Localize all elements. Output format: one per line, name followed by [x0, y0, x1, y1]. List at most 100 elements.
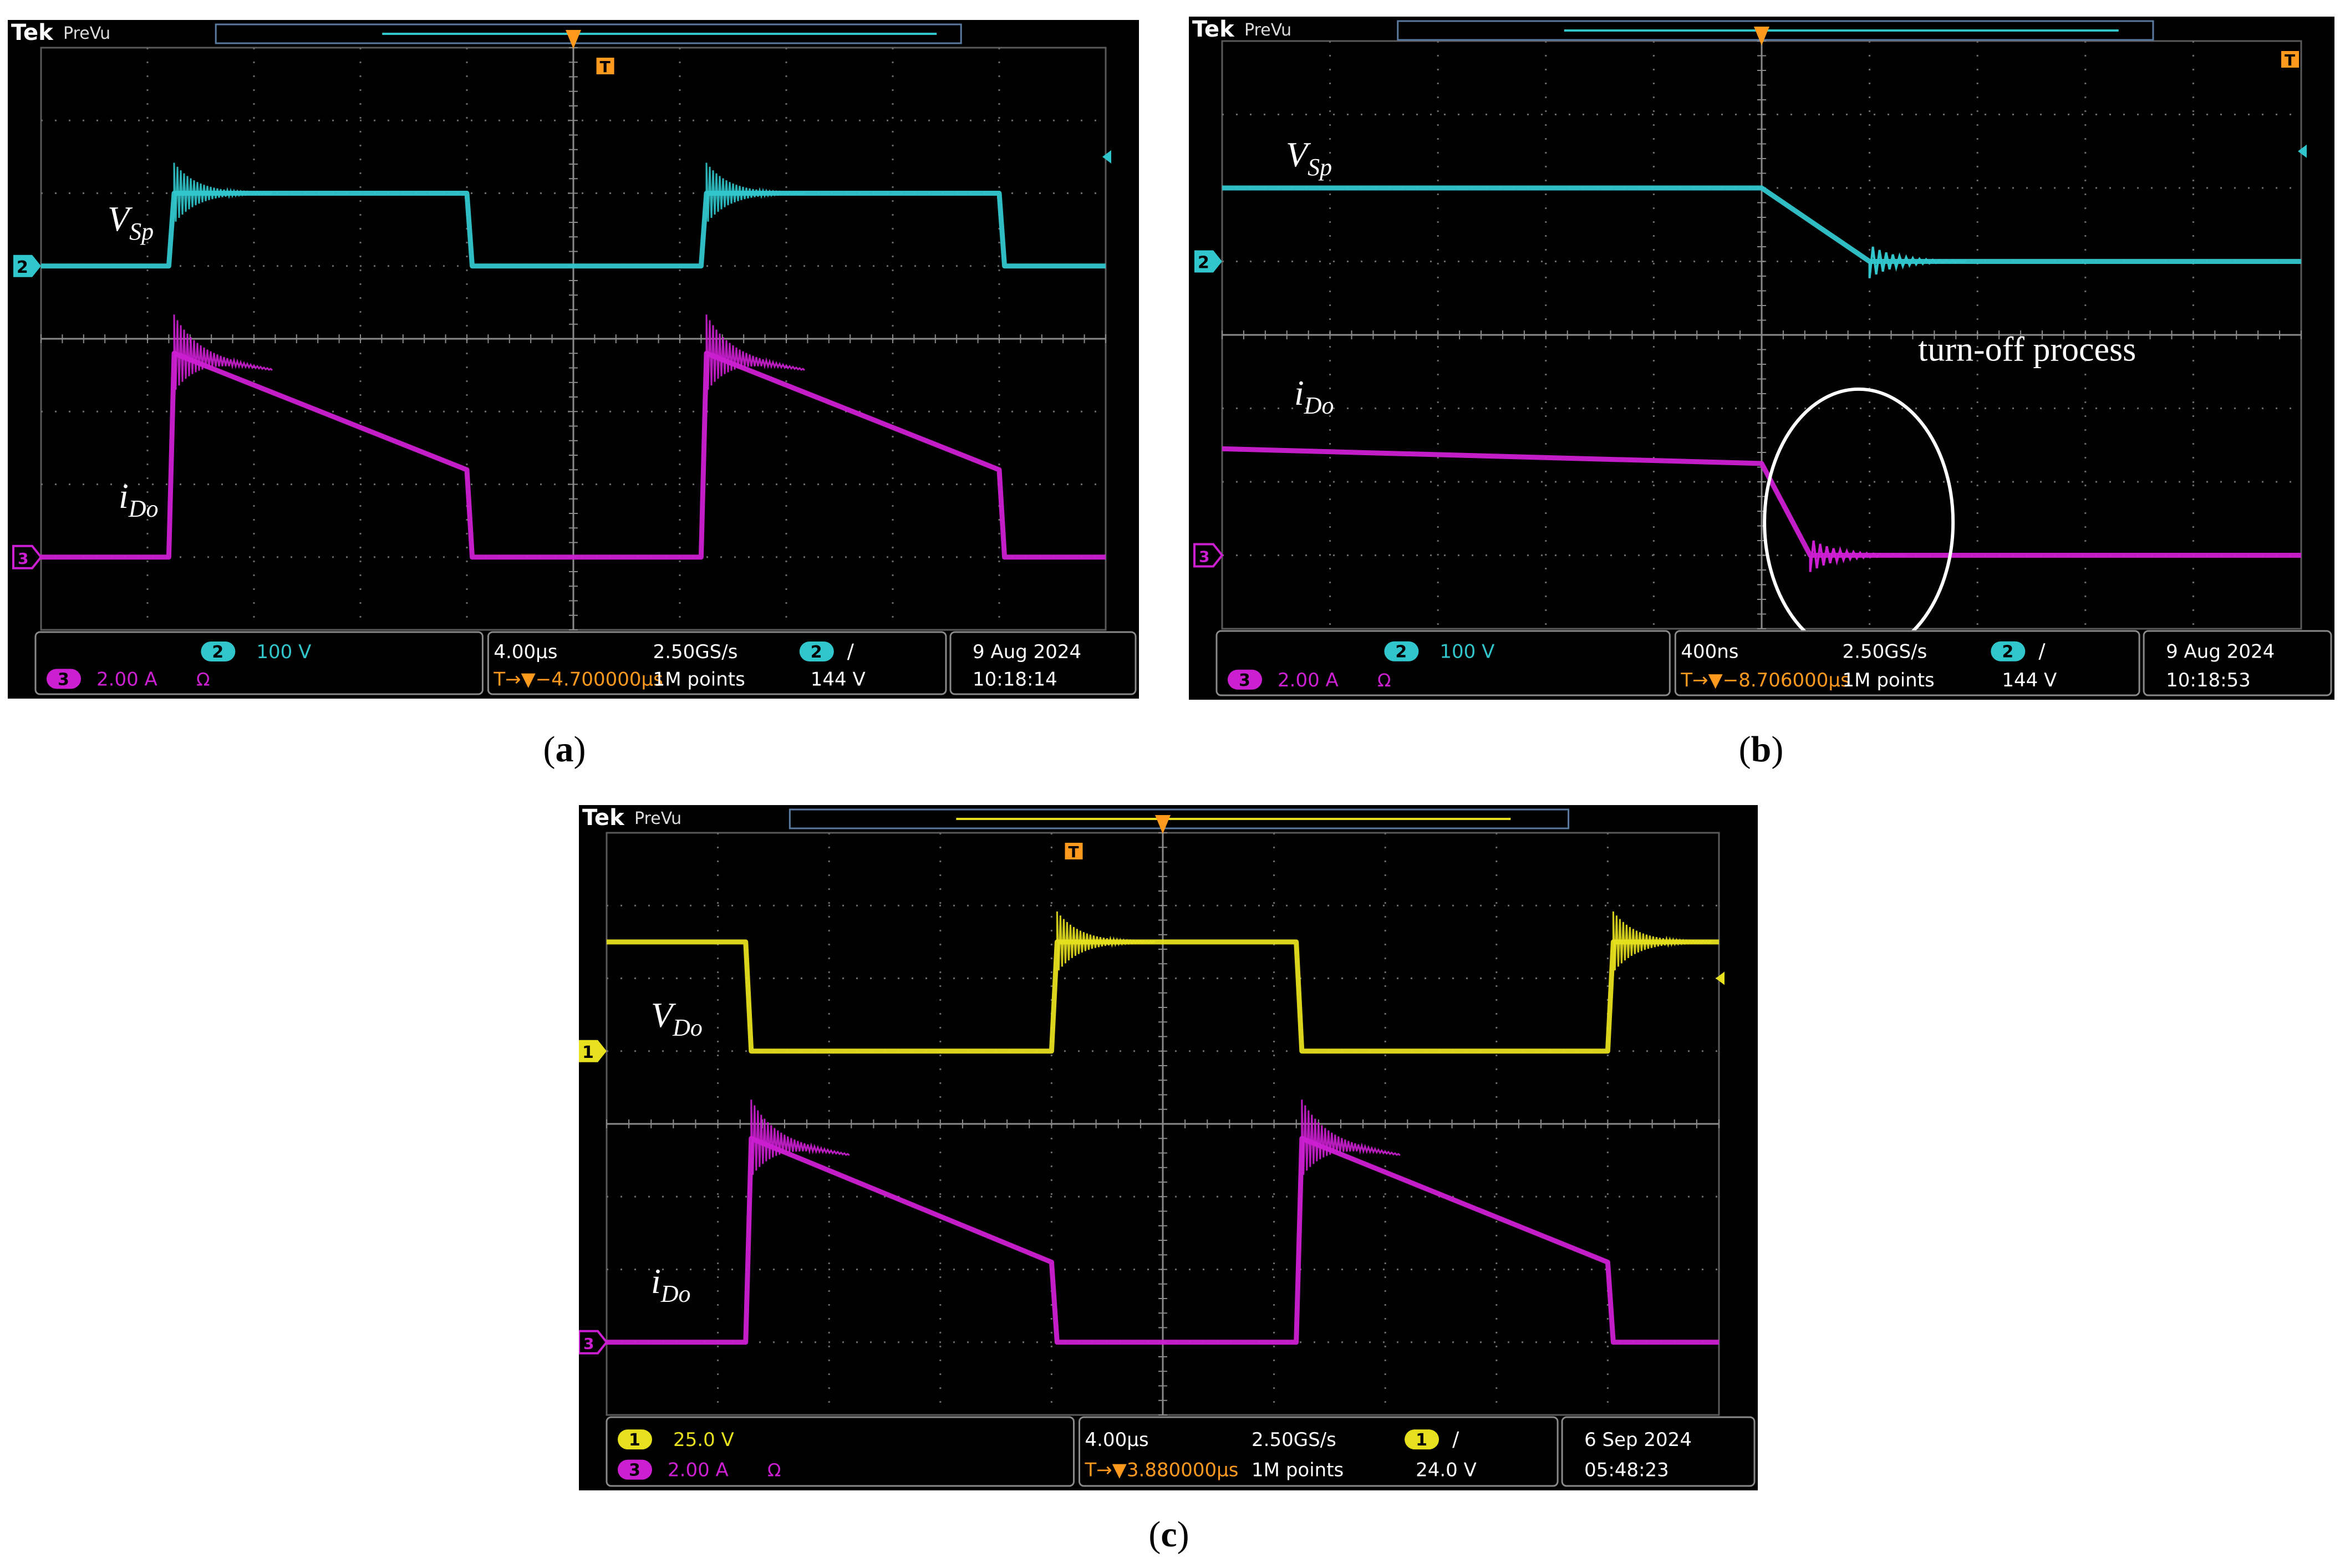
readout-timebase: 400ns: [1681, 641, 1738, 663]
record-bar: [789, 808, 1570, 829]
readout-datetime-box: [949, 631, 1137, 695]
ringing: [750, 1099, 850, 1175]
channel-a-marker-text: 1: [582, 1043, 594, 1062]
trigger-position-icon: [1754, 27, 1769, 45]
readout-trig-level: 24.0 V: [1416, 1459, 1477, 1482]
readout-ch-a-badge: [618, 1429, 652, 1450]
oscilloscope-panel-a: Tek PreVu T 2 3 VSp iDo 2 100 V 3 2.00 A Ω 4.00µs T→▼…: [8, 20, 1139, 699]
readout-ch-b-badge: [1228, 669, 1262, 690]
readout-ch-b-num: 3: [58, 670, 69, 689]
trace-label: VSp: [108, 199, 154, 245]
channel-a-marker-text: 2: [1198, 253, 1209, 273]
scope-screen-b: Tek PreVu T 2 3 VSp iDo turn-off process 2 100 V 3…: [1192, 17, 2332, 696]
mode-label: PreVu: [63, 24, 110, 43]
caption-b: (b): [1738, 729, 1784, 770]
readout-ch-b-num: 3: [1239, 671, 1250, 690]
channel-b-ground-marker: [579, 1330, 608, 1355]
readout-rate: 2.50GS/s: [653, 641, 738, 663]
axis-ticks: [606, 832, 1720, 1416]
readout-points: 1M points: [1252, 1459, 1344, 1482]
channel-b-ground-marker: [1193, 543, 1224, 568]
oscilloscope-panel-c: Tek PreVu T 1 3 VDo iDo 1 25.0 V 3 2.00 A Ω 4.00µs T→…: [579, 805, 1758, 1490]
channel-a-ground-marker: [579, 1040, 607, 1062]
readout-ch-a-num: 2: [1395, 643, 1407, 662]
readout-ohm: Ω: [767, 1460, 781, 1481]
readout-trig-ch: 1: [1416, 1430, 1427, 1450]
readout-trig-ch: 2: [811, 643, 822, 662]
readout-trig-badge: [799, 642, 834, 662]
channel-b-ground-marker: [12, 544, 43, 569]
record-bar: [215, 23, 962, 44]
readout-delay: T→▼−4.700000µs: [493, 668, 663, 690]
trace-label: iDo: [1294, 373, 1334, 419]
trigger-marker-icon: [1065, 843, 1083, 859]
trace-i-do: [41, 350, 1106, 560]
readout-datetime-box: [2143, 630, 2332, 696]
readout-channel-box: [1215, 630, 1671, 696]
readout-time: 10:18:53: [2166, 669, 2251, 691]
ringing: [705, 162, 805, 222]
axis-ticks: [1222, 40, 2302, 629]
trace-label: iDo: [651, 1261, 691, 1307]
trace-label: iDo: [119, 476, 159, 522]
trigger-position-icon: [1155, 815, 1171, 834]
readout-rate: 2.50GS/s: [1252, 1429, 1336, 1451]
readout-points: 1M points: [653, 668, 745, 690]
readout-trig-badge: [1405, 1429, 1439, 1450]
ringing: [173, 314, 273, 390]
readout-ohm: Ω: [196, 669, 210, 690]
channel-a-ground-marker: [1194, 250, 1222, 273]
ringing: [1056, 911, 1156, 971]
channel-a-ground-marker: [13, 254, 41, 277]
scope-screen-c: Tek PreVu T 1 3 VDo iDo 1 25.0 V 3 2.00 A Ω 4.00µs T→…: [579, 805, 1756, 1487]
readout-ch-a-scale: 100 V: [1439, 641, 1494, 663]
readout-trig-slope: ∕: [1452, 1428, 1459, 1451]
readout-datetime-box: [1561, 1416, 1756, 1487]
channel-b-marker-text: 3: [1199, 548, 1209, 566]
brand-label: Tek: [11, 20, 54, 45]
readout-trig-ch: 2: [2002, 643, 2013, 662]
readout-channel-box: [606, 1416, 1075, 1487]
readout-timebase-box: [1079, 1416, 1559, 1487]
readout-ch-a-badge: [1384, 641, 1419, 661]
readout-date: 6 Sep 2024: [1584, 1429, 1692, 1451]
readout-ch-a-scale: 25.0 V: [673, 1429, 734, 1451]
readout-delay: T→▼3.880000µs: [1085, 1459, 1239, 1482]
readout-channel-box: [34, 631, 484, 695]
readout-time: 05:48:23: [1584, 1459, 1669, 1482]
readout-timebase: 4.00µs: [1085, 1429, 1149, 1451]
trace-v-sp: [41, 191, 1106, 269]
trigger-level-icon: [2298, 144, 2307, 158]
scope-screen-a: Tek PreVu T 2 3 VSp iDo 2 100 V 3 2.00 A Ω 4.00µs T→▼…: [11, 20, 1137, 695]
record-bar: [1397, 20, 2154, 41]
ringing: [1809, 540, 1907, 572]
channel-b-marker-text: 3: [18, 549, 28, 568]
channel-a-marker-text: 2: [17, 258, 28, 277]
ringing: [173, 162, 273, 222]
mode-label: PreVu: [1244, 21, 1291, 40]
oscilloscope-panel-b: Tek PreVu T 2 3 VSp iDo turn-off process 2 100 V 3…: [1189, 17, 2334, 700]
readout-trig-level: 144 V: [2002, 669, 2057, 691]
readout-ch-b-badge: [618, 1459, 652, 1480]
readout-trig-slope: ∕: [847, 640, 854, 663]
readout-ch-a-num: 1: [629, 1430, 640, 1450]
trigger-marker-text: T: [1069, 843, 1079, 861]
trace-label: VDo: [651, 995, 703, 1041]
ringing: [705, 314, 806, 390]
mode-label: PreVu: [634, 809, 681, 828]
trigger-level-icon: [1716, 971, 1725, 985]
caption-a: (a): [543, 729, 586, 770]
readout-ch-a-scale: 100 V: [256, 641, 311, 663]
readout-trig-slope: ∕: [2038, 640, 2046, 663]
caption-c: (c): [1148, 1514, 1189, 1555]
readout-ch-b-scale: 2.00 A: [1278, 669, 1339, 691]
ringing: [1301, 1099, 1401, 1175]
readout-date: 9 Aug 2024: [973, 641, 1081, 663]
trace-v-do: [607, 939, 1719, 1054]
readout-ohm: Ω: [1377, 670, 1391, 691]
brand-label: Tek: [1192, 17, 1235, 42]
trigger-marker-icon: [596, 58, 614, 74]
readout-date: 9 Aug 2024: [2166, 641, 2275, 663]
trigger-marker-text: T: [2285, 51, 2295, 69]
trace-i-do: [607, 1136, 1719, 1345]
